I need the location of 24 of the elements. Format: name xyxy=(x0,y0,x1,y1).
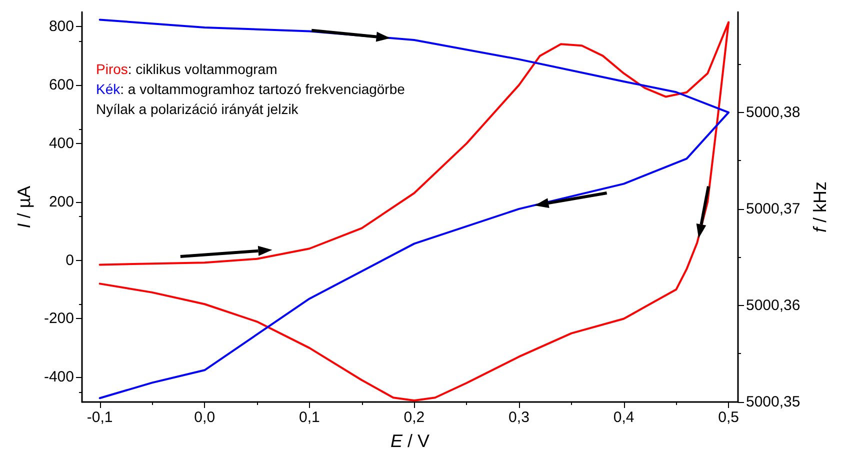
annotation: Piros: ciklikus voltammogram xyxy=(96,61,278,77)
y-tick-label: 600 xyxy=(48,76,74,94)
y-tick-label: -200 xyxy=(44,310,74,328)
annotation: Nyílak a polarizáció irányát jelzik xyxy=(96,101,300,117)
annotation: Kék: a voltammogramhoz tartozó frekvenciagörbe xyxy=(96,81,406,97)
y2-tick-label: 5000,36 xyxy=(746,296,800,314)
y-tick-label: 800 xyxy=(48,18,74,36)
y-axis-title: I / µA xyxy=(14,186,34,228)
y2-tick-label: 5000,35 xyxy=(746,394,800,410)
x-tick-label: 0,2 xyxy=(404,409,425,426)
y-tick-label: -400 xyxy=(44,368,74,386)
y2-tick-label: 5000,38 xyxy=(746,104,800,121)
x-axis-title: E / V xyxy=(390,431,430,451)
x-tick-label: -0,1 xyxy=(86,409,113,426)
y-tick-label: 400 xyxy=(48,134,74,152)
x-tick-label: 0,5 xyxy=(718,409,739,426)
x-tick-label: 0,0 xyxy=(194,409,216,426)
y-tick-label: 0 xyxy=(66,252,74,269)
y-tick-label: 200 xyxy=(48,193,74,210)
x-tick-label: 0,3 xyxy=(508,409,530,426)
x-tick-label: 0,4 xyxy=(613,409,634,426)
y2-tick-label: 5000,37 xyxy=(746,200,800,218)
y2-axis-title: f / kHz xyxy=(810,181,830,233)
x-tick-label: 0,1 xyxy=(298,409,320,426)
